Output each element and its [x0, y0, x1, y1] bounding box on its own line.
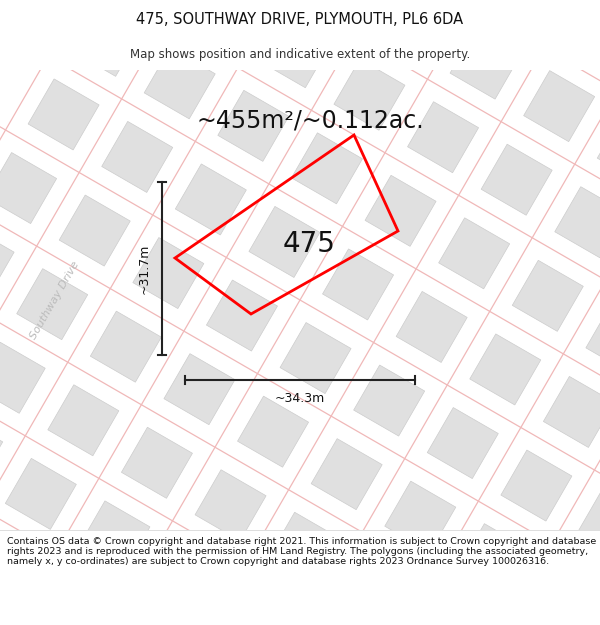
Polygon shape: [71, 6, 142, 76]
Polygon shape: [323, 249, 394, 320]
Polygon shape: [416, 598, 487, 625]
Polygon shape: [544, 376, 600, 448]
Text: 475, SOUTHWAY DRIVE, PLYMOUTH, PL6 6DA: 475, SOUTHWAY DRIVE, PLYMOUTH, PL6 6DA: [136, 12, 464, 27]
Polygon shape: [396, 291, 467, 362]
Polygon shape: [121, 428, 193, 498]
Polygon shape: [37, 574, 107, 625]
Polygon shape: [407, 102, 479, 172]
Polygon shape: [342, 555, 413, 625]
Polygon shape: [586, 303, 600, 374]
Polygon shape: [512, 261, 583, 331]
Polygon shape: [493, 0, 563, 26]
Polygon shape: [102, 121, 173, 192]
Text: 475: 475: [283, 231, 336, 259]
Polygon shape: [501, 450, 572, 521]
Polygon shape: [0, 532, 34, 603]
Polygon shape: [133, 238, 204, 309]
Polygon shape: [0, 152, 56, 224]
Polygon shape: [187, 0, 258, 45]
Polygon shape: [427, 408, 498, 479]
Polygon shape: [226, 586, 297, 625]
Polygon shape: [334, 59, 405, 130]
Polygon shape: [110, 617, 181, 625]
Polygon shape: [311, 439, 382, 509]
Polygon shape: [574, 492, 600, 564]
Polygon shape: [0, 226, 14, 297]
Polygon shape: [365, 176, 436, 246]
Polygon shape: [458, 524, 529, 594]
Polygon shape: [164, 354, 235, 424]
Polygon shape: [0, 416, 3, 487]
Polygon shape: [303, 0, 374, 14]
Polygon shape: [385, 481, 456, 552]
Polygon shape: [439, 218, 509, 289]
Polygon shape: [59, 195, 130, 266]
Text: Southway Drive: Southway Drive: [29, 259, 82, 341]
Polygon shape: [566, 0, 600, 68]
Polygon shape: [532, 566, 600, 625]
Polygon shape: [269, 512, 340, 583]
Polygon shape: [481, 144, 552, 215]
Text: ~455m²/~0.112ac.: ~455m²/~0.112ac.: [196, 108, 424, 132]
Polygon shape: [195, 470, 266, 541]
Text: ~34.3m: ~34.3m: [275, 391, 325, 404]
Polygon shape: [376, 0, 448, 57]
Text: Contains OS data © Crown copyright and database right 2021. This information is : Contains OS data © Crown copyright and d…: [7, 537, 596, 566]
Polygon shape: [175, 164, 247, 235]
Polygon shape: [260, 17, 331, 88]
Text: Map shows position and indicative extent of the property.: Map shows position and indicative extent…: [130, 48, 470, 61]
Polygon shape: [450, 28, 521, 99]
Polygon shape: [280, 322, 351, 394]
Polygon shape: [555, 187, 600, 258]
Polygon shape: [206, 280, 277, 351]
Polygon shape: [144, 48, 215, 119]
Polygon shape: [48, 385, 119, 456]
Polygon shape: [524, 71, 595, 142]
Polygon shape: [152, 543, 224, 614]
Polygon shape: [17, 269, 88, 339]
Polygon shape: [218, 91, 289, 161]
Polygon shape: [0, 342, 45, 413]
Polygon shape: [113, 0, 184, 2]
Polygon shape: [91, 311, 161, 382]
Polygon shape: [249, 206, 320, 278]
Polygon shape: [470, 334, 541, 405]
Polygon shape: [292, 133, 362, 204]
Polygon shape: [353, 365, 425, 436]
Polygon shape: [79, 501, 150, 572]
Polygon shape: [597, 113, 600, 184]
Text: ~31.7m: ~31.7m: [137, 243, 151, 294]
Polygon shape: [28, 79, 99, 150]
Polygon shape: [5, 458, 76, 529]
Polygon shape: [238, 396, 308, 467]
